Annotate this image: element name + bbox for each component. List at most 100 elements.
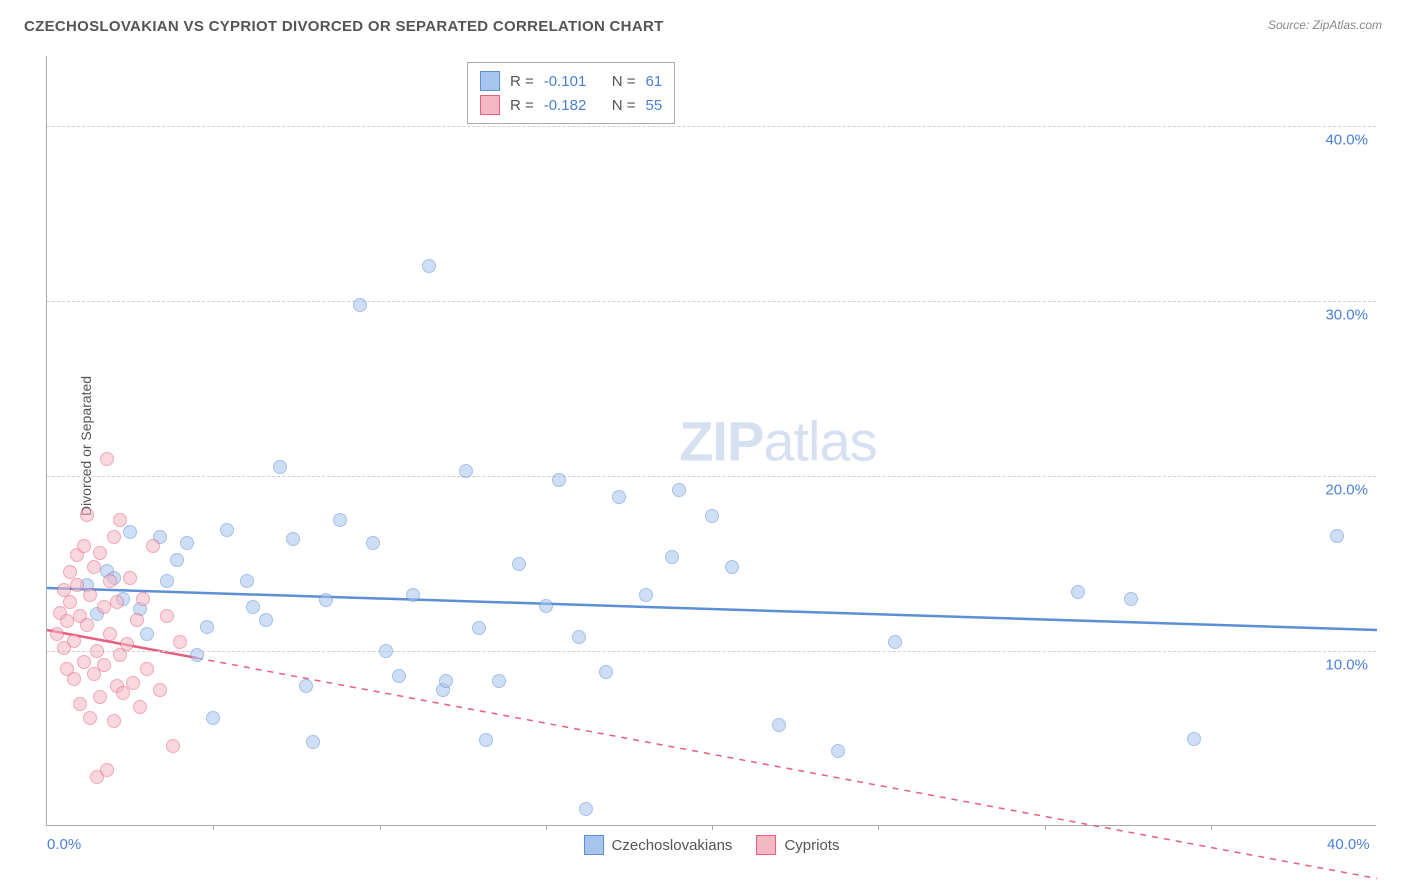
x-tick-label: 0.0% xyxy=(47,836,81,853)
n-value: 61 xyxy=(646,73,663,90)
n-label: N = xyxy=(612,97,636,114)
data-point xyxy=(103,627,117,641)
series-legend: Czechoslovakians Cypriots xyxy=(584,835,840,855)
data-point xyxy=(60,614,74,628)
y-tick-label: 40.0% xyxy=(1325,132,1368,149)
data-point xyxy=(439,674,453,688)
x-minor-tick xyxy=(712,825,713,830)
data-point xyxy=(63,595,77,609)
x-minor-tick xyxy=(380,825,381,830)
legend-item: Cypriots xyxy=(756,835,839,855)
data-point xyxy=(725,560,739,574)
x-minor-tick xyxy=(1211,825,1212,830)
legend-swatch xyxy=(756,835,776,855)
data-point xyxy=(180,536,194,550)
data-point xyxy=(77,655,91,669)
data-point xyxy=(80,508,94,522)
data-point xyxy=(130,613,144,627)
data-point xyxy=(1187,732,1201,746)
data-point xyxy=(107,530,121,544)
data-point xyxy=(459,464,473,478)
r-label: R = xyxy=(510,97,534,114)
watermark-zip: ZIP xyxy=(679,409,763,472)
data-point xyxy=(1330,529,1344,543)
x-minor-tick xyxy=(878,825,879,830)
watermark: ZIPatlas xyxy=(679,408,876,473)
data-point xyxy=(166,739,180,753)
data-point xyxy=(140,662,154,676)
data-point xyxy=(1124,592,1138,606)
data-point xyxy=(422,259,436,273)
source-label: Source: ZipAtlas.com xyxy=(1268,18,1382,32)
data-point xyxy=(83,588,97,602)
data-point xyxy=(97,658,111,672)
data-point xyxy=(240,574,254,588)
data-point xyxy=(100,452,114,466)
data-point xyxy=(70,578,84,592)
data-point xyxy=(672,483,686,497)
r-value: -0.101 xyxy=(544,73,594,90)
data-point xyxy=(579,802,593,816)
plot-area: ZIPatlas R =-0.101N =61R =-0.182N =55 Cz… xyxy=(46,56,1376,826)
data-point xyxy=(93,546,107,560)
data-point xyxy=(333,513,347,527)
legend-swatch xyxy=(480,71,500,91)
data-point xyxy=(200,620,214,634)
data-point xyxy=(73,697,87,711)
y-tick-label: 30.0% xyxy=(1325,307,1368,324)
data-point xyxy=(259,613,273,627)
data-point xyxy=(123,571,137,585)
data-point xyxy=(133,700,147,714)
n-value: 55 xyxy=(646,97,663,114)
data-point xyxy=(110,595,124,609)
watermark-atlas: atlas xyxy=(763,409,876,472)
data-point xyxy=(160,574,174,588)
data-point xyxy=(246,600,260,614)
data-point xyxy=(366,536,380,550)
data-point xyxy=(107,714,121,728)
data-point xyxy=(170,553,184,567)
x-minor-tick xyxy=(546,825,547,830)
data-point xyxy=(273,460,287,474)
chart-title: CZECHOSLOVAKIAN VS CYPRIOT DIVORCED OR S… xyxy=(24,18,664,35)
data-point xyxy=(512,557,526,571)
data-point xyxy=(160,609,174,623)
data-point xyxy=(772,718,786,732)
gridline xyxy=(47,301,1376,302)
legend-label: Cypriots xyxy=(784,837,839,854)
data-point xyxy=(173,635,187,649)
data-point xyxy=(612,490,626,504)
data-point xyxy=(552,473,566,487)
legend-item: Czechoslovakians xyxy=(584,835,733,855)
data-point xyxy=(120,637,134,651)
x-minor-tick xyxy=(213,825,214,830)
n-label: N = xyxy=(612,73,636,90)
data-point xyxy=(306,735,320,749)
legend-swatch xyxy=(480,95,500,115)
data-point xyxy=(123,525,137,539)
regression-lines xyxy=(47,56,1376,825)
data-point xyxy=(97,600,111,614)
data-point xyxy=(67,672,81,686)
data-point xyxy=(665,550,679,564)
data-point xyxy=(140,627,154,641)
data-point xyxy=(103,574,117,588)
gridline xyxy=(47,476,1376,477)
data-point xyxy=(406,588,420,602)
r-value: -0.182 xyxy=(544,97,594,114)
stats-legend-row: R = -0.182 N = 55 xyxy=(480,93,662,117)
gridline xyxy=(47,126,1376,127)
data-point xyxy=(93,690,107,704)
data-point xyxy=(220,523,234,537)
data-point xyxy=(87,560,101,574)
data-point xyxy=(831,744,845,758)
data-point xyxy=(80,618,94,632)
x-minor-tick xyxy=(1045,825,1046,830)
gridline xyxy=(47,651,1376,652)
data-point xyxy=(100,763,114,777)
data-point xyxy=(126,676,140,690)
data-point xyxy=(472,621,486,635)
data-point xyxy=(50,627,64,641)
x-tick-label: 40.0% xyxy=(1327,836,1370,853)
data-point xyxy=(705,509,719,523)
